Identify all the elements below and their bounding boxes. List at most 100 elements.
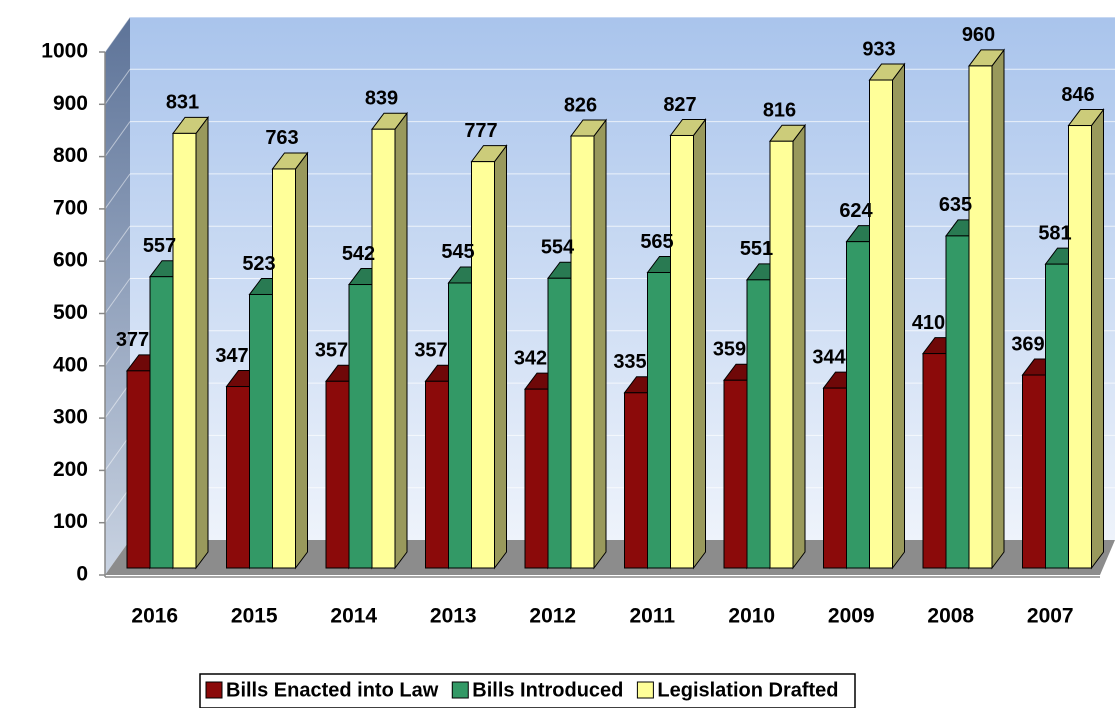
grid-line	[104, 121, 131, 157]
y-tick-label: 1000	[41, 40, 88, 63]
bar	[325, 380, 350, 569]
value-label: 523	[242, 253, 275, 275]
bar	[172, 132, 197, 569]
value-label: 542	[342, 243, 375, 265]
x-tick-label: 2009	[828, 605, 875, 628]
bar	[1045, 263, 1069, 569]
value-label: 344	[812, 346, 846, 368]
x-tick-label: 2015	[231, 605, 278, 628]
grid-line	[104, 16, 131, 53]
value-label: 839	[365, 87, 398, 109]
bar	[524, 388, 549, 569]
value-label: 827	[663, 94, 696, 116]
legend-swatch	[636, 681, 654, 699]
x-tick-label: 2012	[529, 605, 576, 628]
bar	[624, 392, 648, 569]
bar	[149, 276, 174, 569]
bar-side	[693, 117, 706, 570]
value-label: 557	[143, 235, 176, 257]
bar-side	[494, 144, 507, 570]
value-label: 763	[265, 127, 298, 149]
bar	[547, 277, 572, 569]
value-label: 554	[541, 237, 575, 259]
bar	[226, 386, 250, 569]
value-label: 335	[613, 351, 646, 373]
bar	[670, 134, 694, 569]
grid-line	[104, 69, 131, 105]
x-tick-label: 2016	[131, 605, 178, 628]
bar-side	[394, 111, 408, 570]
legend-box	[199, 673, 856, 708]
value-label: 551	[740, 238, 773, 260]
bar	[723, 379, 748, 569]
value-label: 369	[1011, 333, 1044, 355]
value-label: 545	[441, 241, 474, 263]
y-tick-label: 400	[53, 353, 88, 376]
bars	[126, 48, 1105, 570]
legend-label: Bills Introduced	[472, 679, 623, 701]
grid-line	[104, 330, 131, 367]
legend-swatch	[205, 681, 223, 699]
value-label: 581	[1038, 222, 1071, 244]
value-label: 624	[839, 200, 873, 222]
x-tick-label: 2011	[629, 605, 675, 628]
bar	[348, 284, 373, 569]
x-tick-label: 2014	[330, 605, 377, 628]
bar	[272, 168, 296, 569]
bar-side	[1091, 108, 1104, 570]
bar-side	[195, 115, 209, 570]
bar	[846, 241, 870, 569]
bar	[126, 370, 151, 569]
bar	[823, 387, 847, 569]
bar	[945, 235, 970, 569]
bar	[570, 135, 595, 569]
value-label: 377	[116, 329, 149, 351]
y-tick-label: 500	[53, 301, 88, 324]
y-tick-label: 600	[53, 249, 88, 272]
bar	[1068, 125, 1092, 569]
value-label: 933	[862, 38, 895, 60]
value-label: 846	[1061, 84, 1094, 106]
y-tick-label: 100	[53, 510, 88, 533]
x-tick-label: 2010	[728, 605, 775, 628]
bar	[448, 282, 472, 569]
value-label: 826	[564, 94, 597, 116]
bar	[1022, 374, 1046, 569]
grid-line	[104, 435, 131, 471]
value-label: 777	[464, 120, 497, 142]
bar-side	[892, 62, 905, 570]
grid-line	[104, 278, 131, 314]
bar	[425, 380, 449, 569]
bar	[769, 140, 794, 569]
bar	[746, 279, 771, 569]
value-label: 357	[414, 340, 447, 362]
value-label: 831	[166, 92, 199, 114]
legend-label: Bills Enacted into Law	[226, 679, 439, 701]
value-label: 816	[763, 100, 796, 122]
y-tick-label: 700	[53, 196, 88, 219]
x-tick-label: 2007	[1027, 605, 1074, 628]
grid-line	[104, 225, 131, 262]
bar	[249, 293, 273, 569]
bar	[371, 128, 396, 569]
grid-line	[104, 487, 131, 523]
bar-side	[295, 151, 308, 570]
labels: 0 100 200 300 400 500 600 700 800 900 1000 2016 377 5…	[41, 24, 1094, 627]
y-tick-label: 800	[53, 144, 88, 167]
legend-swatch	[451, 681, 469, 699]
bar-side	[593, 118, 607, 570]
value-label: 410	[912, 312, 945, 334]
legend: Bills Enacted into Law Bills Introduced Le…	[205, 679, 839, 701]
y-tick-label: 200	[53, 458, 88, 481]
bar	[869, 79, 893, 569]
value-label: 565	[640, 231, 673, 253]
x-tick-label: 2013	[430, 605, 477, 628]
value-label: 347	[215, 345, 248, 367]
y-tick-label: 0	[76, 563, 88, 586]
bar	[922, 353, 947, 569]
bar	[968, 65, 993, 569]
grid-line	[104, 382, 131, 419]
bar-side	[991, 48, 1005, 570]
y-tick-label: 900	[53, 92, 88, 115]
